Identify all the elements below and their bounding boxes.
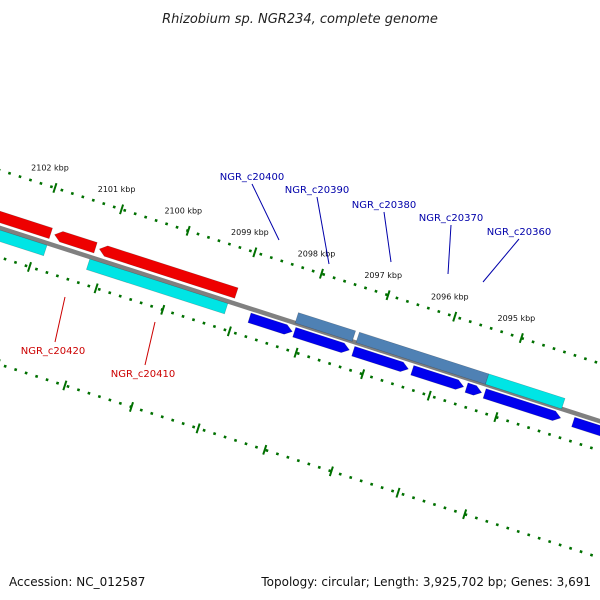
gene-label-ngr_c20400: NGR_c20400	[220, 172, 285, 183]
forward-gene-block	[292, 327, 350, 353]
tick-mark	[452, 311, 458, 322]
topology-text: Topology: circular; Length: 3,925,702 bp…	[261, 575, 591, 589]
tick-label: 2095 kbp	[498, 314, 536, 323]
gene-leader-line	[54, 296, 66, 343]
forward-gene-block	[571, 416, 600, 437]
tick-label: 2102 kbp	[31, 164, 69, 173]
tick-mark	[328, 466, 334, 477]
reverse-cds-block	[0, 229, 48, 257]
tick-label: 2101 kbp	[98, 185, 136, 194]
tick-mark	[462, 509, 468, 520]
tick-mark	[185, 225, 191, 236]
forward-gene-block	[410, 365, 465, 390]
tick-mark	[385, 290, 391, 301]
forward-gene-block	[482, 388, 562, 421]
reverse-cds-block	[86, 258, 229, 315]
map-title: Rhizobium sp. NGR234, complete genome	[162, 12, 438, 27]
tick-mark	[93, 283, 99, 294]
gene-features	[0, 210, 600, 437]
tick-mark	[518, 333, 524, 344]
tick-mark	[119, 204, 125, 215]
tick-ring-2	[0, 256, 600, 452]
tick-mark	[27, 261, 32, 272]
gene-leader-line	[144, 321, 156, 366]
tick-mark	[493, 412, 499, 423]
gene-label-ngr_c20360: NGR_c20360	[487, 227, 552, 238]
tick-mark	[129, 401, 134, 412]
tick-label: 2096 kbp	[431, 292, 469, 301]
gene-leader-line	[482, 238, 520, 283]
tick-label: 2097 kbp	[364, 271, 402, 280]
tick-mark	[195, 423, 201, 434]
tick-mark	[293, 347, 299, 358]
gene-label-ngr_c20420: NGR_c20420	[21, 346, 86, 357]
gene-label-ngr_c20390: NGR_c20390	[285, 185, 350, 196]
reverse-gene-block	[0, 210, 53, 239]
tick-mark	[52, 182, 58, 193]
tick-mark	[426, 390, 432, 401]
tick-mark	[360, 369, 366, 380]
tick-mark	[226, 326, 232, 337]
gene-label-ngr_c20370: NGR_c20370	[419, 213, 484, 224]
gene-label-ngr_c20380: NGR_c20380	[352, 200, 417, 211]
gene-leader-line	[316, 196, 330, 265]
forward-gene-block	[247, 312, 293, 335]
forward-cds-block	[485, 373, 566, 410]
gene-label-ngr_c20410: NGR_c20410	[111, 369, 176, 380]
accession-text: Accession: NC_012587	[9, 575, 146, 589]
tick-mark	[318, 268, 324, 279]
tick-mark	[395, 487, 401, 498]
tick-mark	[160, 304, 166, 315]
gene-leader-line	[447, 224, 452, 275]
feature-block	[294, 312, 356, 342]
tick-ring-1	[0, 168, 600, 365]
forward-gene-block	[464, 382, 483, 396]
reverse-gene-block	[98, 245, 239, 299]
tick-label: 2100 kbp	[164, 207, 202, 216]
gene-leader-line	[251, 183, 280, 241]
gene-leader-line	[383, 211, 392, 263]
kbp-ticks: 2102 kbp 2101 kbp 2100 kbp 2099 kbp 2098 kbp…	[0, 164, 536, 520]
tick-mark	[252, 247, 258, 258]
tick-label: 2099 kbp	[231, 228, 269, 237]
forward-gene-block	[351, 346, 409, 372]
gene-labels: NGR_c20400NGR_c20390NGR_c20380NGR_c20370…	[21, 172, 552, 380]
tick-mark	[62, 380, 68, 391]
tick-label: 2098 kbp	[298, 249, 336, 258]
reverse-gene-block	[54, 231, 98, 254]
tick-mark	[262, 444, 268, 455]
tick-ring-3	[0, 363, 600, 560]
